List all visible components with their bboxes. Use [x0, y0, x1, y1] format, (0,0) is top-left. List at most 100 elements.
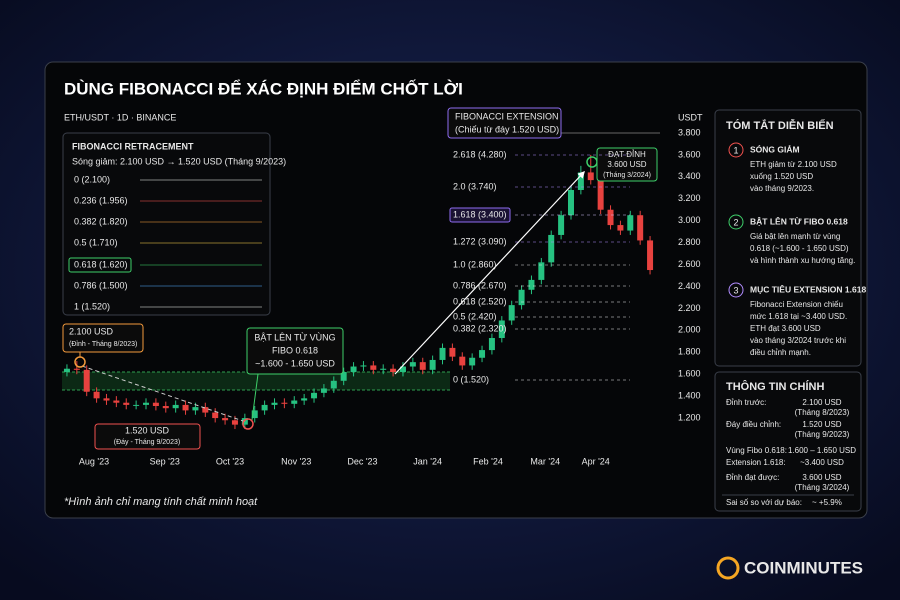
step-text: Giá bật lên mạnh từ vùng [750, 232, 840, 241]
candle-body [459, 356, 466, 366]
info-value: (Tháng 3/2024) [795, 483, 850, 492]
candle-body [320, 388, 327, 393]
retracement-title: FIBONACCI RETRACEMENT [72, 141, 194, 151]
extension-level: 0.382 (2.320) [453, 323, 507, 333]
candle-body [469, 357, 476, 366]
step-title: BẬT LÊN TỪ FIBO 0.618 [750, 215, 848, 226]
step-text: xuống 1.520 USD [750, 172, 813, 181]
candle-body [113, 400, 120, 403]
candle-body [558, 215, 565, 235]
key-info-panel [714, 371, 862, 512]
trend-arrow [394, 170, 585, 375]
annotation: (Đỉnh - Tháng 8/2023) [69, 340, 137, 348]
y-axis-label: USDT [678, 112, 703, 122]
candle-body [73, 368, 80, 370]
info-value: ~ +5.9% [812, 498, 842, 507]
y-tick-label: 2.200 [678, 303, 701, 313]
candle-body [311, 392, 318, 399]
info-label: Đỉnh đạt được: [726, 473, 779, 482]
candle-body [419, 362, 426, 370]
candle-body [390, 368, 397, 373]
extension-box [447, 107, 562, 139]
candle-body [508, 305, 515, 321]
info-value: 2.100 USD [802, 398, 841, 407]
candle-body [143, 402, 150, 405]
y-tick-label: 2.400 [678, 281, 701, 291]
candle-body [261, 404, 268, 411]
candle-body [360, 365, 367, 367]
low-marker [242, 418, 254, 430]
connector [251, 373, 259, 421]
top-box [596, 147, 658, 182]
info-label: Đáy điều chỉnh: [726, 420, 781, 429]
key-info-title: THÔNG TIN CHÍNH [726, 380, 824, 393]
x-tick-label: Aug '23 [79, 456, 109, 466]
info-label: Vùng Fibo 0.618: [726, 446, 787, 455]
candle-body [301, 398, 308, 401]
candle-body [212, 412, 219, 419]
retracement-level: 0.786 (1.500) [74, 280, 128, 290]
retracement-subtitle: Sóng giảm: 2.100 USD → 1.520 USD (Tháng … [72, 156, 286, 166]
x-tick-label: Apr '24 [582, 456, 610, 466]
annotation: 2.100 USD [69, 326, 114, 336]
candle-body [380, 368, 387, 370]
step-text: vào tháng 9/2023. [750, 184, 814, 193]
candle-body [251, 410, 258, 419]
brand: COINMINUTES [744, 558, 863, 577]
step-text: ETH giảm từ 2.100 USD [750, 160, 837, 169]
candle-body [617, 225, 624, 231]
candle-body [172, 404, 179, 409]
symbol: ETH/USDT · 1D · BINANCE [64, 112, 176, 122]
candle-body [271, 402, 278, 405]
candle-body [291, 400, 298, 404]
step-number: 1 [733, 145, 738, 155]
info-value: ~3.400 USD [800, 458, 844, 467]
candle-body [103, 398, 110, 401]
retracement-level: 0 (2.100) [74, 174, 110, 184]
candle-body [627, 215, 634, 231]
candle-body [281, 402, 288, 404]
extension-level: 1.0 (2.860) [453, 259, 497, 269]
title: DÙNG FIBONACCI ĐỂ XÁC ĐỊNH ĐIỂM CHỐT LỜI [64, 78, 463, 98]
candle-body [498, 320, 505, 339]
annotation: BẬT LÊN TỪ VÙNG [254, 332, 335, 342]
candle-body [548, 234, 555, 263]
candle-body [162, 406, 169, 409]
annotation: ĐẠT ĐỈNH [608, 150, 646, 159]
candle-body [597, 180, 604, 210]
y-tick-label: 3.800 [678, 127, 701, 137]
candle-body [518, 289, 525, 306]
y-tick-label: 1.800 [678, 347, 701, 357]
candle-body [538, 262, 545, 280]
peak-box [62, 323, 144, 353]
candle-body [587, 172, 594, 181]
candle-body [202, 407, 209, 413]
candle-body [222, 418, 229, 421]
extension-level: 1.272 (3.090) [453, 236, 507, 246]
bounce-box [246, 327, 344, 375]
level-box [68, 257, 132, 273]
y-tick-label: 3.000 [678, 215, 701, 225]
candle-body [528, 279, 535, 290]
note: *Hình ảnh chỉ mang tính chất minh hoạt [64, 496, 258, 508]
step-text: mức 1.618 tại ~3.400 USD. [750, 312, 847, 321]
annotation: ~1.600 - 1.650 USD [255, 358, 335, 368]
x-tick-label: Dec '23 [347, 456, 377, 466]
step-title: MỤC TIÊU EXTENSION 1.618 [750, 283, 866, 294]
info-label: Extension 1.618: [726, 458, 786, 467]
info-value: (Tháng 8/2023) [795, 408, 850, 417]
drop-line [81, 365, 247, 423]
step-text: vào tháng 3/2024 trước khi [750, 336, 846, 345]
extension-level: 2.618 (4.280) [453, 149, 507, 159]
annotation: (Đáy - Tháng 9/2023) [114, 439, 180, 446]
candle-body [637, 215, 644, 241]
fibo-zone [62, 372, 450, 390]
candle-body [577, 172, 584, 190]
extension-level: 2.0 (3.740) [453, 181, 497, 191]
candle-body [83, 369, 90, 392]
step-badge [728, 214, 744, 230]
extension-level: 0.786 (2.670) [453, 280, 507, 290]
info-label: Sai số so với dự báo: [726, 498, 802, 507]
brand-icon [716, 556, 740, 580]
step-text: Fibonacci Extension chiếu [750, 300, 843, 309]
